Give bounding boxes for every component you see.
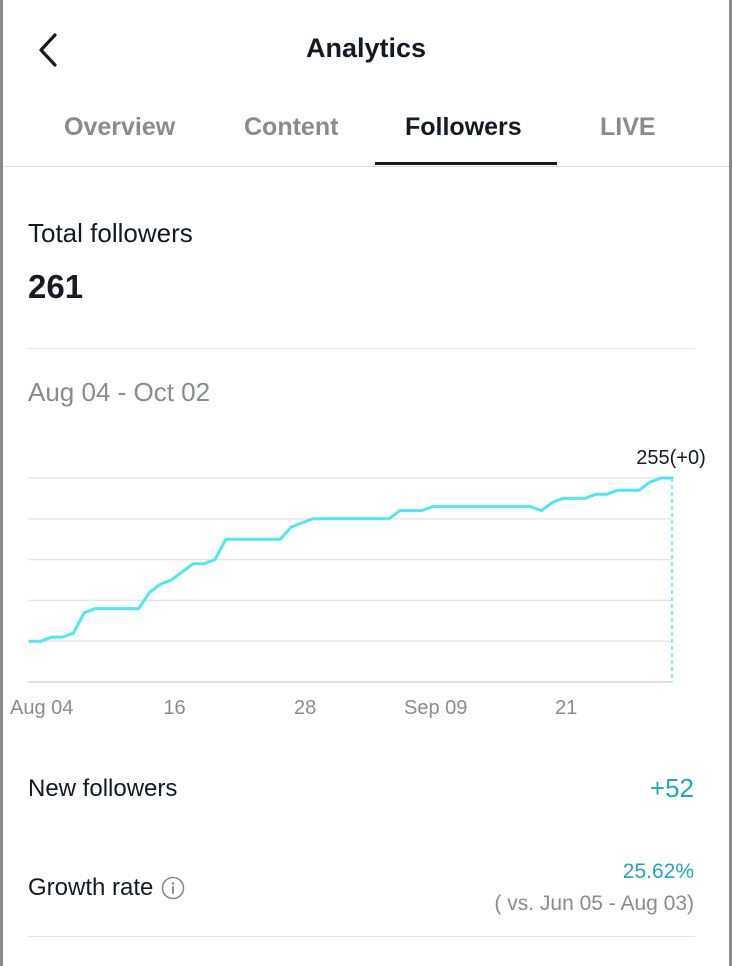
frame-edge-left <box>0 0 3 966</box>
new-followers-label: New followers <box>28 775 178 802</box>
date-range: Aug 04 - Oct 02 <box>28 377 211 407</box>
info-icon[interactable] <box>161 876 185 900</box>
growth-rate-label-row: Growth rate <box>28 874 185 902</box>
chart-x-tick-label: 21 <box>555 697 577 719</box>
tab-live[interactable]: LIVE <box>600 113 656 141</box>
chart-highlight-label: 255(+0) <box>636 447 706 469</box>
divider <box>28 348 695 349</box>
page-title: Analytics <box>305 33 427 63</box>
divider <box>28 936 695 937</box>
growth-rate-comparison: ( vs. Jun 05 - Aug 03) <box>494 892 694 915</box>
chart-x-tick-label: 28 <box>294 697 316 719</box>
back-button[interactable] <box>30 30 66 70</box>
chevron-left-icon <box>39 33 57 67</box>
chart-x-tick-label: Aug 04 <box>10 697 73 719</box>
chart-series-line <box>28 476 674 643</box>
frame-edge-right <box>729 0 732 966</box>
header: Analytics <box>0 0 732 100</box>
chart-x-tick-label: Sep 09 <box>404 697 467 719</box>
active-tab-indicator <box>375 162 557 165</box>
chart-x-tick-label: 16 <box>163 697 185 719</box>
tab-content[interactable]: Content <box>244 113 339 141</box>
tab-bar: Overview Content Followers LIVE <box>3 100 729 167</box>
followers-line-chart: 255(+0) Aug 04 16 28 Sep 09 21 <box>10 447 706 719</box>
growth-rate-label: Growth rate <box>28 874 154 901</box>
tab-overview[interactable]: Overview <box>64 113 176 141</box>
total-followers-label: Total followers <box>28 218 193 248</box>
growth-rate-value: 25.62% <box>622 860 694 883</box>
total-followers-value: 261 <box>28 268 84 305</box>
tab-followers[interactable]: Followers <box>405 113 522 141</box>
new-followers-value: +52 <box>649 773 694 803</box>
